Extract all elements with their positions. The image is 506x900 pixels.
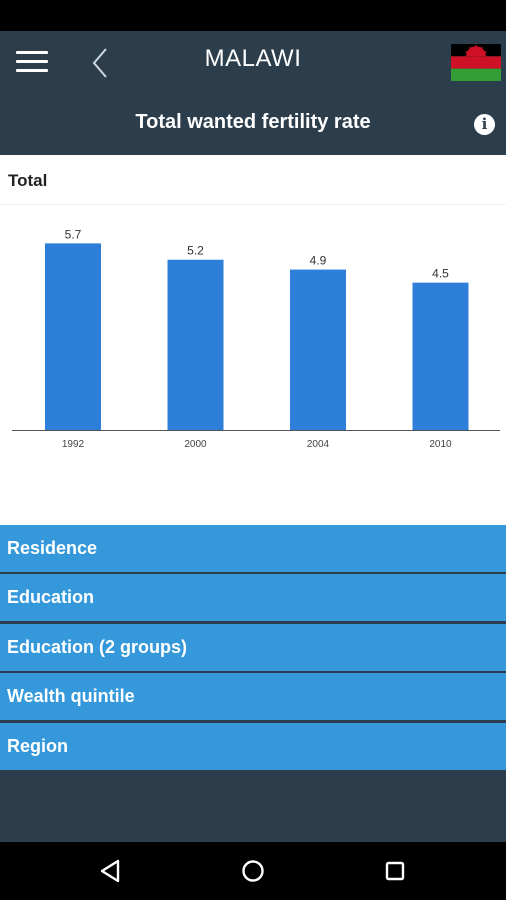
circle-home-icon: [242, 860, 264, 882]
bar-2004: [290, 269, 346, 430]
x-tick-label-2010: 2010: [429, 439, 452, 450]
malawi-flag-icon[interactable]: [451, 44, 501, 81]
bar-1992: [45, 243, 101, 430]
square-recents-icon: [385, 861, 405, 881]
accordion-item-wealth-quintile[interactable]: Wealth quintile: [0, 673, 506, 721]
hamburger-icon: [16, 69, 48, 72]
hamburger-icon: [16, 60, 48, 63]
navigation-bar: [0, 842, 506, 900]
data-label-2000: 5.2: [187, 244, 204, 258]
bar-2010: [412, 282, 469, 430]
bar-2000: [167, 259, 224, 430]
data-label-2010: 4.5: [432, 267, 449, 281]
x-tick-label-2000: 2000: [184, 439, 207, 450]
menu-button[interactable]: [14, 49, 52, 75]
nav-recents-button[interactable]: [380, 856, 410, 886]
back-button[interactable]: [88, 45, 116, 81]
chevron-left-icon: [92, 48, 107, 78]
section-header: Total: [0, 155, 506, 205]
page-title: Total wanted fertility rate: [135, 111, 371, 133]
data-label-1992: 5.7: [65, 227, 82, 241]
accordion-item-education[interactable]: Education: [0, 574, 506, 622]
data-label-2004: 4.9: [310, 254, 327, 268]
section-label: Total: [8, 171, 48, 190]
country-title: MALAWI: [204, 45, 302, 72]
accordion-item-residence[interactable]: Residence: [0, 525, 506, 572]
status-bar: [0, 0, 506, 31]
bar-chart: 5.7 1992 5.2 2000 4.9 2004 4.5 2010: [12, 227, 500, 450]
x-tick-label-1992: 1992: [62, 439, 85, 450]
x-tick-label-2004: 2004: [307, 439, 330, 450]
hamburger-icon: [16, 51, 48, 54]
info-icon[interactable]: i: [474, 114, 495, 135]
app-bar: MALAWI Total wanted fertility rate i: [0, 31, 506, 155]
accordion-item-education-2-groups[interactable]: Education (2 groups): [0, 623, 506, 671]
category-accordion: Residence Education Education (2 groups)…: [0, 525, 506, 772]
nav-home-button[interactable]: [238, 856, 268, 886]
content-panel: Total 5.7 1992 5.2 2000 4.9 2004 4.5 2010: [0, 155, 506, 525]
triangle-back-icon: [100, 859, 120, 883]
nav-back-button[interactable]: [96, 856, 126, 886]
accordion-item-region[interactable]: Region: [0, 722, 506, 770]
